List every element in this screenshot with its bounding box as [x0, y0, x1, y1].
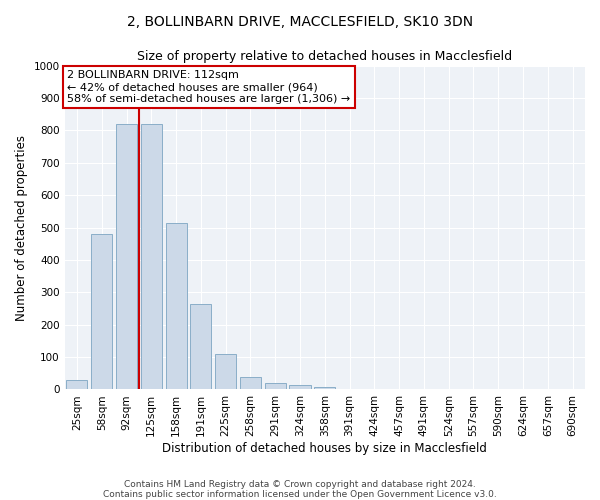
- Bar: [141, 124, 162, 390]
- Y-axis label: Number of detached properties: Number of detached properties: [15, 134, 28, 320]
- Text: Contains HM Land Registry data © Crown copyright and database right 2024.
Contai: Contains HM Land Registry data © Crown c…: [103, 480, 497, 499]
- X-axis label: Distribution of detached houses by size in Macclesfield: Distribution of detached houses by size …: [163, 442, 487, 455]
- Bar: [116, 124, 137, 390]
- Bar: [166, 222, 187, 390]
- Bar: [190, 304, 211, 390]
- Text: 2 BOLLINBARN DRIVE: 112sqm
← 42% of detached houses are smaller (964)
58% of sem: 2 BOLLINBARN DRIVE: 112sqm ← 42% of deta…: [67, 70, 350, 104]
- Bar: [265, 383, 286, 390]
- Text: 2, BOLLINBARN DRIVE, MACCLESFIELD, SK10 3DN: 2, BOLLINBARN DRIVE, MACCLESFIELD, SK10 …: [127, 15, 473, 29]
- Bar: [289, 385, 311, 390]
- Bar: [67, 380, 88, 390]
- Bar: [314, 387, 335, 390]
- Bar: [240, 378, 261, 390]
- Bar: [215, 354, 236, 390]
- Title: Size of property relative to detached houses in Macclesfield: Size of property relative to detached ho…: [137, 50, 512, 63]
- Bar: [91, 234, 112, 390]
